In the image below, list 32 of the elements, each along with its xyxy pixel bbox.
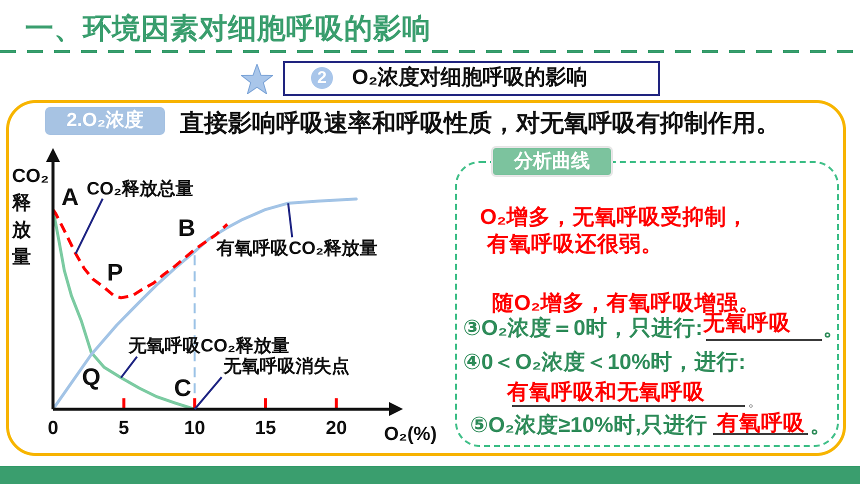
text: 2 bbox=[311, 67, 333, 89]
text: O₂浓度对细胞呼吸的影响 bbox=[352, 65, 588, 91]
series-label: 有氧呼吸CO₂释放量 bbox=[216, 238, 378, 258]
annotation: 无氧呼吸消失点 bbox=[222, 356, 350, 376]
annotation: B bbox=[178, 215, 196, 242]
x-tick-label: 5 bbox=[118, 418, 130, 439]
text: 有氧呼吸和无氧呼吸 bbox=[507, 379, 705, 405]
y-axis-title: CO₂释放量 bbox=[12, 165, 49, 270]
x-tick-label: 0 bbox=[48, 418, 58, 439]
text: ③O₂浓度＝0时，只进行: bbox=[463, 316, 703, 341]
text: ⑤O₂浓度≥10%时,只进行 bbox=[470, 412, 708, 438]
text: O₂增多，无氧呼吸受抑制， bbox=[480, 204, 748, 230]
text: 。 bbox=[823, 315, 845, 341]
text: 分析曲线 bbox=[491, 146, 613, 177]
series-label: CO₂释放总量 bbox=[86, 178, 194, 199]
text: ④0＜O₂浓度＜10%时，进行: bbox=[463, 349, 746, 375]
x-tick-label: 20 bbox=[326, 418, 347, 439]
x-tick-label: 10 bbox=[184, 418, 206, 439]
text: 。 bbox=[748, 392, 762, 410]
text: 有氧呼吸 bbox=[717, 410, 805, 436]
x-axis-title: O₂(%) bbox=[384, 423, 437, 447]
text: 直接影响呼吸速率和呼吸性质，对无氧呼吸有抑制作用。 bbox=[180, 110, 780, 138]
text: 。 bbox=[810, 412, 832, 438]
text: 2.O₂浓度 bbox=[45, 107, 165, 135]
x-tick-label: 15 bbox=[254, 418, 276, 439]
chart-title: 一、环境因素对细胞呼吸的影响 bbox=[25, 12, 431, 46]
series-label: 无氧呼吸CO₂释放量 bbox=[128, 336, 290, 356]
annotation: Q bbox=[82, 364, 101, 392]
annotation: C bbox=[174, 374, 192, 402]
text: 有氧呼吸还很弱。 bbox=[487, 231, 663, 257]
annotation: A bbox=[61, 184, 79, 212]
annotation: P bbox=[106, 259, 124, 286]
